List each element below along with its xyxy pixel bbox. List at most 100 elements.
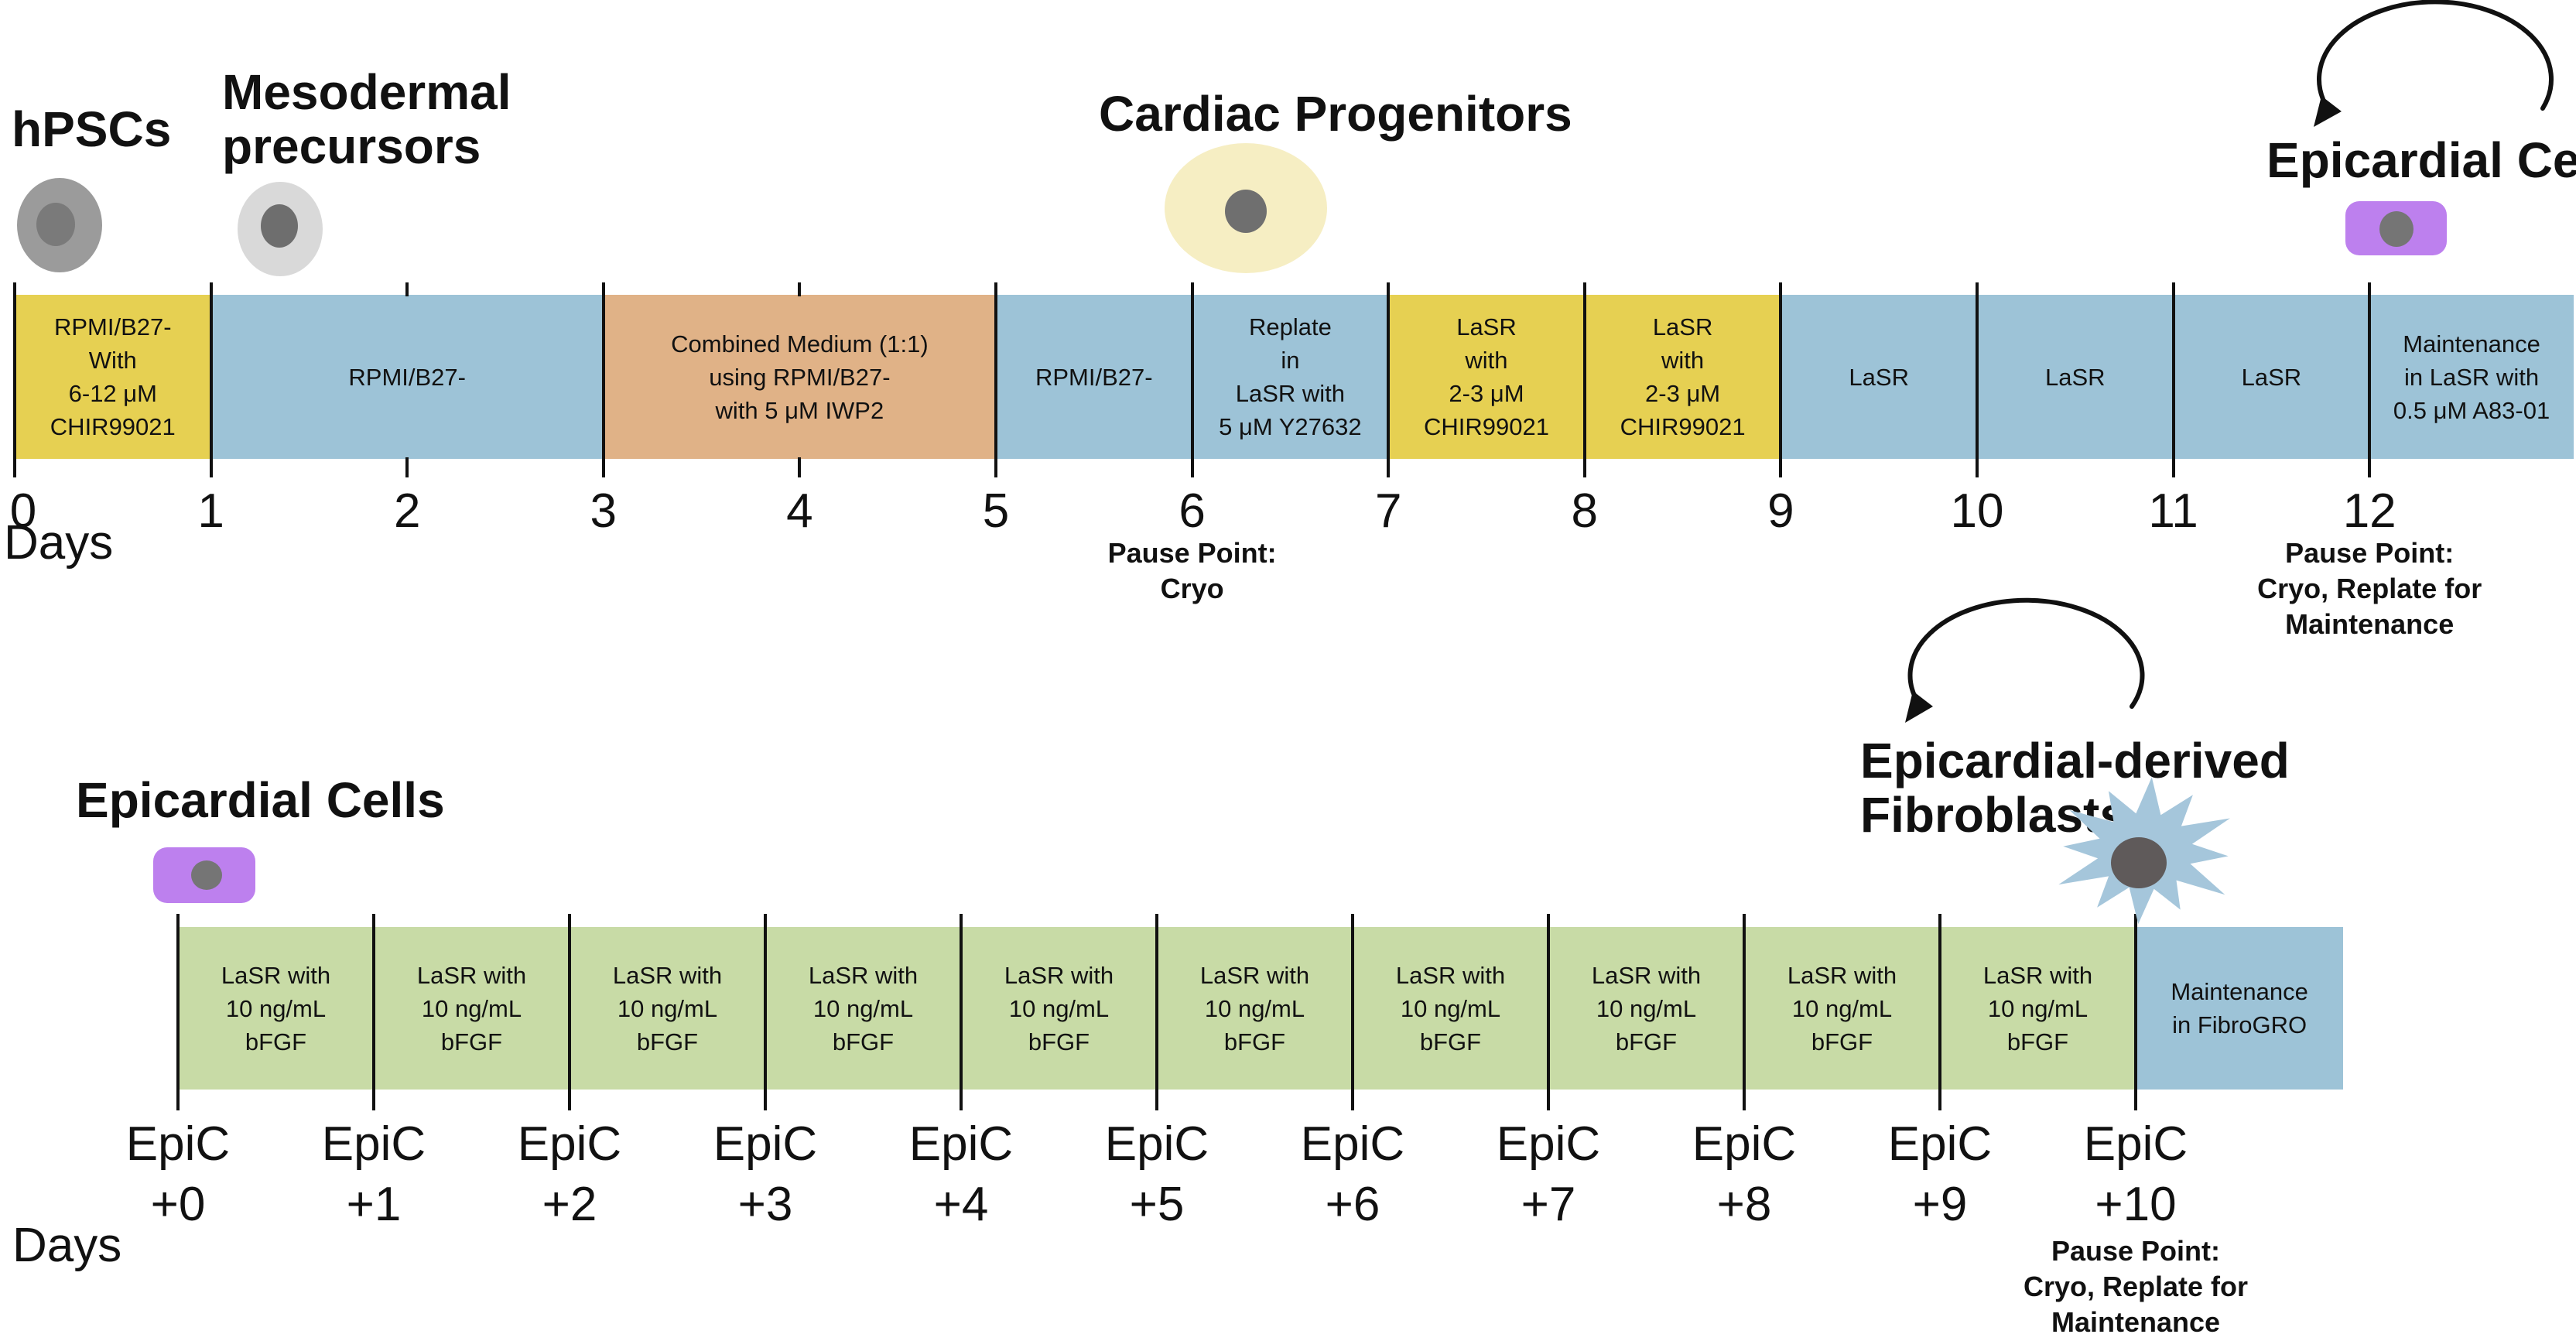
- segment-text-line: bFGF: [1419, 1028, 1482, 1055]
- segment-text-line: LaSR: [1456, 313, 1517, 340]
- pause-point-line: Cryo, Replate for: [2023, 1271, 2249, 1302]
- day-label-line: +0: [150, 1178, 206, 1231]
- segment-text-line: with: [1661, 347, 1705, 374]
- segment-text-line: 10 ng/mL: [421, 994, 522, 1022]
- top-day-label: 10: [1951, 481, 2004, 542]
- day-label-line: 2: [393, 484, 421, 538]
- bottom-day-label: EpiC +1: [322, 1114, 426, 1235]
- day-label-line: 7: [1374, 484, 1402, 538]
- top-timeline-segment: Combined Medium (1:1) using RPMI/B27- with…: [603, 295, 996, 459]
- segment-text-line: 5 μM Y27632: [1219, 413, 1362, 440]
- top-day-label: 6: [1179, 481, 1205, 542]
- day-label-line: +10: [2095, 1178, 2177, 1231]
- segment-text-line: in LaSR with: [2404, 363, 2540, 391]
- epicardial-nucleus-icon-top: [2379, 211, 2414, 247]
- bottom-timeline-segment: LaSR with 10 ng/mL bFGF: [570, 927, 765, 1090]
- top-day-tick: [601, 282, 605, 477]
- segment-text-line: in FibroGRO: [2172, 1011, 2307, 1038]
- top-day-tick: [2171, 282, 2175, 477]
- top-day-tick: [1976, 282, 1979, 477]
- segment-text-line: Maintenance: [2171, 978, 2308, 1005]
- segment-text-line: LaSR with: [1235, 380, 1346, 407]
- top-day-tick: [405, 457, 409, 477]
- bottom-day-label: EpiC +2: [518, 1114, 621, 1235]
- segment-text-line: LaSR: [2045, 363, 2106, 391]
- pause-point-line: Cryo: [1160, 573, 1224, 604]
- segment-text-line: bFGF: [832, 1028, 895, 1055]
- segment-text-line: 10 ng/mL: [1596, 994, 1697, 1022]
- bottom-day-label: EpiC +3: [713, 1114, 817, 1235]
- top-timeline-segment: Maintenance in LaSR with 0.5 μM A83-01: [2369, 295, 2574, 459]
- segment-text-line: Combined Medium (1:1): [671, 330, 929, 357]
- top-timeline-segment: RPMI/B27-: [210, 295, 604, 459]
- bottom-day-label: EpiC +0: [126, 1114, 230, 1235]
- segment-text-line: RPMI/B27-: [53, 313, 172, 340]
- top-day-tick: [13, 282, 16, 477]
- segment-text-line: CHIR99021: [1423, 413, 1549, 440]
- top-timeline-segment: RPMI/B27- With 6-12 μM CHIR99021: [15, 295, 211, 459]
- top-days-axis-label: Days: [4, 516, 114, 570]
- pause-point-line: Cryo, Replate for: [2257, 573, 2482, 604]
- top-pause-point: Pause Point: Cryo: [1108, 535, 1277, 607]
- segment-text-line: 2-3 μM: [1449, 380, 1524, 407]
- segment-text-line: CHIR99021: [1620, 413, 1746, 440]
- day-label-line: EpiC: [125, 1117, 231, 1171]
- bottom-timeline-segment: LaSR with 10 ng/mL bFGF: [1940, 927, 2136, 1090]
- bottom-day-label: EpiC +7: [1497, 1114, 1600, 1235]
- day-label-line: 9: [1767, 484, 1794, 538]
- segment-text-line: LaSR with: [1787, 961, 1897, 989]
- day-label-line: EpiC: [713, 1117, 818, 1171]
- stage-label-cardiac: Cardiac Progenitors: [1099, 87, 1572, 141]
- day-label-line: 11: [2148, 484, 2198, 538]
- bottom-day-tick: [2134, 914, 2137, 1110]
- top-day-tick: [405, 282, 409, 296]
- top-day-tick: [209, 282, 213, 477]
- bottom-day-tick: [764, 914, 767, 1110]
- day-label-line: 4: [786, 484, 813, 538]
- bottom-timeline-segment: LaSR with 10 ng/mL bFGF: [1548, 927, 1744, 1090]
- stage-label-epicardial-top: Epicardial Cells: [2266, 133, 2576, 187]
- bottom-day-label: EpiC +8: [1692, 1114, 1796, 1235]
- hpsc-nucleus-icon: [36, 203, 75, 246]
- segment-text-line: Maintenance: [2403, 330, 2540, 357]
- day-label-line: 1: [197, 484, 224, 538]
- day-label-line: 0: [9, 484, 37, 538]
- bottom-day-label: EpiC +4: [909, 1114, 1013, 1235]
- segment-text-line: LaSR with: [1004, 961, 1114, 989]
- segment-text-line: With: [88, 347, 137, 374]
- top-day-label: 5: [983, 481, 1009, 542]
- top-day-label: 2: [394, 481, 420, 542]
- day-label-line: +2: [542, 1178, 597, 1231]
- top-timeline-segment: LaSR with 2-3 μM CHIR99021: [1388, 295, 1585, 459]
- day-label-line: EpiC: [1887, 1117, 1993, 1171]
- segment-text-line: RPMI/B27-: [348, 363, 466, 391]
- top-timeline-segment: LaSR: [1977, 295, 2174, 459]
- segment-text-line: bFGF: [1028, 1028, 1090, 1055]
- bottom-day-label: EpiC +5: [1105, 1114, 1209, 1235]
- top-day-tick: [1387, 282, 1391, 477]
- bottom-day-tick: [960, 914, 963, 1110]
- day-label-line: EpiC: [517, 1117, 622, 1171]
- day-label-line: 6: [1179, 484, 1206, 538]
- day-label-line: 12: [2342, 484, 2396, 538]
- stage-label-hpscs: hPSCs: [12, 102, 171, 156]
- mesodermal-nucleus-icon: [261, 204, 298, 248]
- segment-text-line: LaSR with: [1199, 961, 1310, 989]
- day-label-line: EpiC: [1300, 1117, 1405, 1171]
- segment-text-line: 10 ng/mL: [1400, 994, 1501, 1022]
- segment-text-line: with: [1465, 347, 1508, 374]
- day-label-line: EpiC: [2083, 1117, 2188, 1171]
- segment-text-line: CHIR99021: [50, 413, 176, 440]
- stage-label-line: Epicardial Cells: [2266, 132, 2576, 188]
- self-renewal-arrow-icon-top: [2317, 0, 2554, 111]
- bottom-day-label: EpiC +10: [2084, 1114, 2188, 1235]
- segment-text-line: LaSR with: [221, 961, 331, 989]
- stage-label-mesodermal: Mesodermal precursors: [222, 65, 511, 173]
- day-label-line: EpiC: [1104, 1117, 1209, 1171]
- day-label-line: EpiC: [1692, 1117, 1797, 1171]
- top-day-tick: [798, 282, 802, 296]
- segment-text-line: bFGF: [2006, 1028, 2069, 1055]
- segment-text-line: bFGF: [1615, 1028, 1678, 1055]
